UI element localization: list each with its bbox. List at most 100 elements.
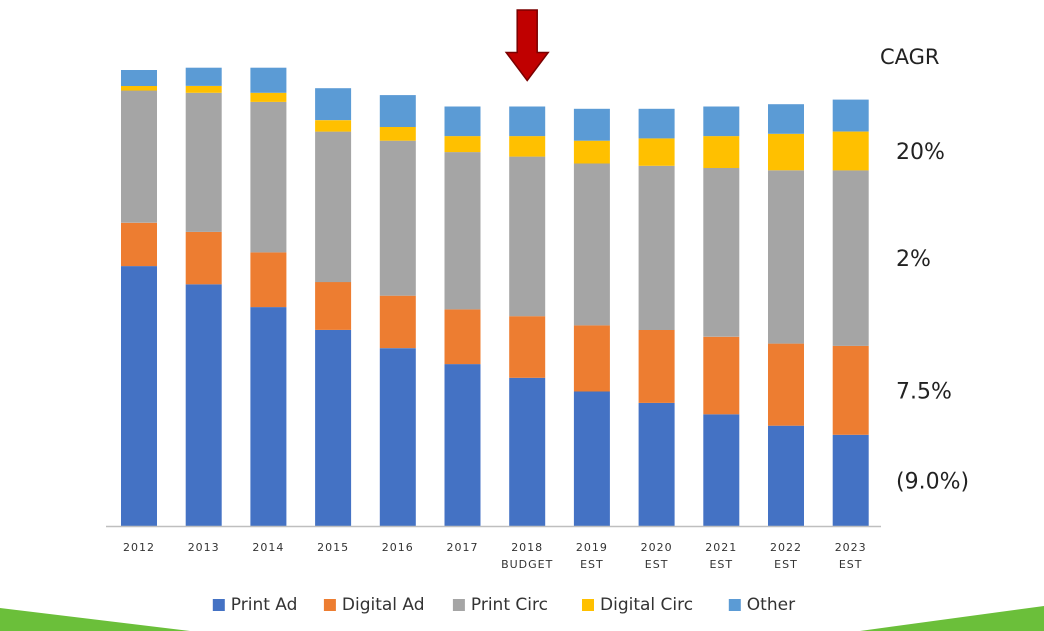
bar-segment-digital-circ-2016 (379, 127, 416, 141)
bar-segment-digital-ad-2022-est (768, 343, 804, 426)
bar-segment-digital-ad-2014 (250, 252, 287, 308)
x-tick-label: 2019 (576, 541, 608, 554)
x-tick-label: 2012 (123, 541, 155, 554)
x-axis: 2012 2013 2014 2015 2016 2017 2018 BUDGET 2019 ES… (106, 525, 881, 571)
bar-segment-print-circ-2018-budget (509, 156, 546, 317)
bar-segment-digital-ad-2012 (121, 222, 157, 267)
bar-segment-other-2017 (444, 106, 481, 137)
x-tick-label: 2017 (447, 541, 479, 554)
bar-segment-digital-circ-2021-est (703, 136, 740, 168)
bar-segment-print-ad-2016 (379, 348, 416, 526)
bar-segment-print-circ-2015 (315, 131, 352, 283)
x-tick-label: EST (580, 558, 604, 571)
bar-segment-print-ad-2012 (121, 266, 157, 526)
x-tick-label: EST (709, 558, 733, 571)
legend-label-print-ad: Print Ad (231, 595, 298, 615)
bar-segment-print-ad-2021-est (703, 414, 740, 526)
bar-segment-print-circ-2014 (250, 101, 287, 253)
bar-segment-digital-ad-2013 (185, 231, 222, 285)
accent-strip-left (0, 608, 190, 631)
bar-segment-other-2012 (121, 70, 157, 86)
bar-segment-print-ad-2018-budget (509, 377, 546, 526)
bar-segment-other-2022-est (768, 104, 804, 134)
cagr-value-print-circ: 2% (896, 247, 931, 272)
bar-segment-print-circ-2017 (444, 152, 481, 310)
bar-segment-print-ad-2014 (250, 307, 287, 526)
accent-strip-right (860, 606, 1044, 631)
bar-segment-print-circ-2013 (185, 92, 222, 232)
x-tick-label: EST (645, 558, 669, 571)
cagr-title: CAGR (880, 45, 940, 69)
bar-segment-other-2019-est (573, 108, 610, 141)
bar-segment-digital-circ-2017 (444, 136, 481, 153)
bar-segment-digital-circ-2023-est (832, 131, 869, 171)
bar-segment-other-2018-budget (509, 106, 546, 137)
bars-layer (121, 9, 869, 526)
bar-segment-print-ad-2015 (315, 329, 352, 526)
bar-segment-print-circ-2019-est (573, 163, 610, 326)
bar-segment-print-ad-2023-est (832, 434, 869, 526)
bar-segment-digital-circ-2013 (185, 86, 222, 93)
cagr-value-digital-ad: 7.5% (896, 379, 952, 404)
bar-segment-digital-ad-2015 (315, 282, 352, 330)
x-tick-label: EST (839, 558, 863, 571)
bar-segment-print-circ-2020-est (638, 165, 675, 330)
cagr-panel: CAGR 20% 2% 7.5% (9.0%) (880, 45, 969, 494)
bar-segment-other-2015 (315, 88, 352, 121)
bar-segment-print-ad-2020-est (638, 402, 675, 526)
bar-segment-digital-ad-2016 (379, 295, 416, 349)
bar-segment-digital-circ-2020-est (638, 138, 675, 166)
decor-layer (0, 606, 1044, 631)
legend-swatch-digital-circ (582, 599, 594, 611)
legend-label-print-circ: Print Circ (471, 595, 548, 615)
cagr-value-print-ad: (9.0%) (896, 469, 969, 494)
bar-segment-print-ad-2017 (444, 364, 481, 526)
bar-segment-other-2013 (185, 67, 222, 86)
legend-label-other: Other (747, 595, 795, 615)
x-tick-label: 2014 (252, 541, 284, 554)
bar-segment-digital-ad-2019-est (573, 325, 610, 392)
x-tick-label: 2016 (382, 541, 414, 554)
bar-segment-other-2021-est (703, 106, 740, 137)
bar-segment-other-2014 (250, 67, 287, 93)
legend-label-digital-ad: Digital Ad (342, 595, 425, 615)
x-tick-label: 2022 (770, 541, 802, 554)
bar-segment-print-ad-2022-est (768, 425, 804, 526)
x-tick-label: BUDGET (501, 558, 553, 571)
x-tick-label: 2015 (317, 541, 349, 554)
legend-label-digital-circ: Digital Circ (600, 595, 693, 615)
bar-segment-other-2023-est (832, 99, 869, 132)
legend-swatch-digital-ad (323, 599, 336, 611)
cagr-value-digital-circ: 20% (896, 140, 945, 165)
bar-segment-print-circ-2022-est (768, 170, 804, 344)
legend-swatch-print-ad (212, 599, 225, 611)
legend-swatch-other (728, 599, 741, 611)
bar-segment-print-circ-2016 (379, 140, 416, 296)
bar-segment-digital-circ-2012 (121, 86, 157, 91)
bar-segment-digital-circ-2022-est (768, 133, 804, 171)
bar-segment-digital-circ-2019-est (573, 140, 610, 164)
bar-segment-digital-ad-2017 (444, 309, 481, 365)
bar-segment-print-circ-2012 (121, 90, 157, 223)
x-tick-label: EST (774, 558, 798, 571)
x-tick-label: 2021 (705, 541, 737, 554)
legend-swatch-print-circ (452, 599, 465, 611)
bar-segment-digital-ad-2020-est (638, 329, 675, 403)
bar-segment-digital-circ-2018-budget (509, 136, 546, 157)
bar-segment-print-circ-2021-est (703, 168, 740, 337)
x-tick-label: 2018 (511, 541, 543, 554)
bar-segment-digital-circ-2014 (250, 92, 287, 102)
x-tick-label: 2020 (641, 541, 673, 554)
bar-segment-digital-ad-2021-est (703, 336, 740, 415)
bar-segment-print-ad-2019-est (573, 391, 610, 526)
x-tick-label: 2023 (835, 541, 867, 554)
highlight-down-arrow-icon (504, 9, 550, 82)
bar-segment-print-circ-2023-est (832, 170, 869, 346)
bar-segment-other-2020-est (638, 108, 675, 139)
bar-segment-digital-ad-2023-est (832, 345, 869, 435)
x-tick-label: 2013 (188, 541, 220, 554)
bar-segment-digital-circ-2015 (315, 120, 352, 132)
bar-segment-other-2016 (379, 95, 416, 127)
